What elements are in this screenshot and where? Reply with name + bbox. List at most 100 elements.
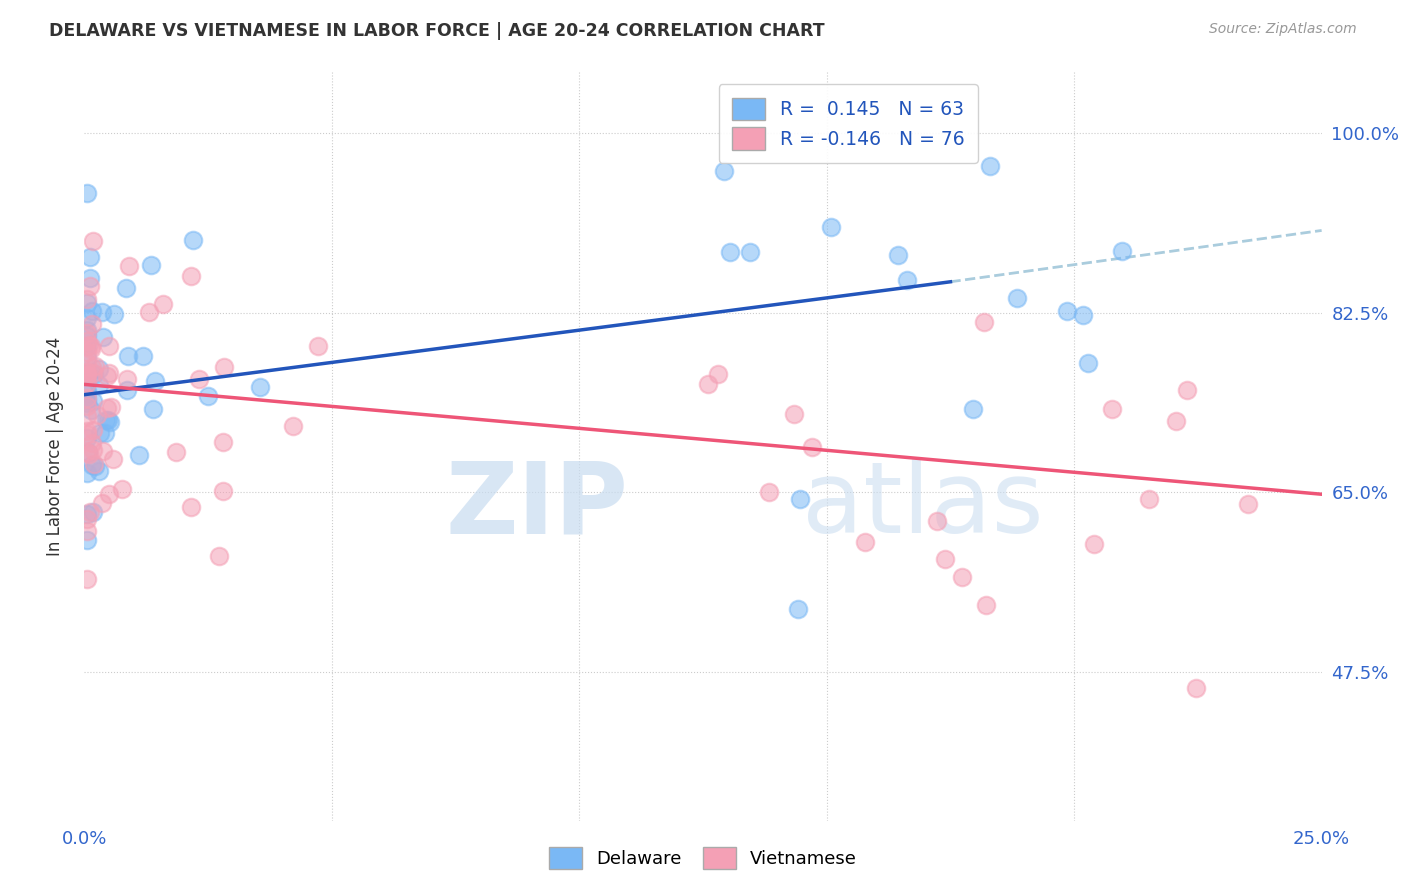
Point xyxy=(91,329,114,343)
Point xyxy=(89,426,111,441)
Point xyxy=(76,323,98,337)
Point xyxy=(962,402,984,417)
Point xyxy=(973,315,995,329)
Point xyxy=(94,425,117,440)
Point xyxy=(82,303,104,318)
Point xyxy=(79,505,101,519)
Point xyxy=(79,270,101,285)
Point xyxy=(84,458,107,473)
Point xyxy=(76,328,98,343)
Point xyxy=(1164,414,1187,428)
Point xyxy=(76,512,98,526)
Point xyxy=(283,418,305,433)
Point xyxy=(83,457,105,471)
Point xyxy=(950,570,973,584)
Point xyxy=(117,259,139,273)
Point xyxy=(76,426,98,441)
Point xyxy=(138,305,160,319)
Point xyxy=(76,507,98,521)
Point xyxy=(115,383,138,397)
Point xyxy=(76,393,98,408)
Point xyxy=(782,407,804,421)
Point xyxy=(76,399,98,413)
Point xyxy=(77,445,100,459)
Text: DELAWARE VS VIETNAMESE IN LABOR FORCE | AGE 20-24 CORRELATION CHART: DELAWARE VS VIETNAMESE IN LABOR FORCE | … xyxy=(49,22,825,40)
Point xyxy=(77,337,100,351)
Point xyxy=(181,234,204,248)
Point xyxy=(180,268,202,283)
Point xyxy=(718,245,741,260)
Point xyxy=(787,602,810,616)
Point xyxy=(82,505,104,519)
Point xyxy=(1056,303,1078,318)
Point xyxy=(76,384,98,399)
Point xyxy=(934,552,956,566)
Point xyxy=(100,415,122,429)
Point xyxy=(101,452,124,467)
Point xyxy=(1184,681,1206,695)
Point xyxy=(76,572,98,586)
Point xyxy=(139,258,162,272)
Point xyxy=(887,247,910,261)
Point xyxy=(76,385,98,400)
Point xyxy=(180,500,202,514)
Point xyxy=(80,360,103,375)
Point xyxy=(1175,383,1198,397)
Point xyxy=(76,351,98,365)
Point xyxy=(115,372,138,386)
Point xyxy=(188,371,211,385)
Point xyxy=(76,366,98,380)
Point xyxy=(1071,308,1094,322)
Point xyxy=(76,430,98,444)
Point xyxy=(96,369,118,384)
Point xyxy=(1077,356,1099,370)
Point xyxy=(896,273,918,287)
Point xyxy=(76,376,98,390)
Point xyxy=(1137,491,1160,506)
Point xyxy=(212,359,235,374)
Point xyxy=(76,396,98,410)
Point xyxy=(100,400,122,414)
Point xyxy=(76,368,98,383)
Point xyxy=(79,250,101,264)
Point xyxy=(789,492,811,507)
Point xyxy=(76,339,98,353)
Point xyxy=(1111,244,1133,259)
Point xyxy=(82,366,104,380)
Point xyxy=(82,317,104,331)
Point xyxy=(87,378,110,392)
Legend: R =  0.145   N = 63, R = -0.146   N = 76: R = 0.145 N = 63, R = -0.146 N = 76 xyxy=(718,85,979,163)
Point xyxy=(76,326,98,340)
Point xyxy=(76,445,98,459)
Point xyxy=(80,403,103,417)
Point xyxy=(1236,497,1258,511)
Point xyxy=(76,334,98,348)
Point xyxy=(117,349,139,363)
Point xyxy=(76,367,98,381)
Point xyxy=(758,485,780,500)
Point xyxy=(707,367,730,381)
Point xyxy=(80,458,103,472)
Point xyxy=(76,466,98,480)
Point xyxy=(211,483,233,498)
Point xyxy=(103,307,125,321)
Point xyxy=(128,448,150,462)
Point xyxy=(76,310,98,325)
Point xyxy=(89,362,111,376)
Point xyxy=(84,359,107,373)
Legend: Delaware, Vietnamese: Delaware, Vietnamese xyxy=(540,838,866,879)
Text: ZIP: ZIP xyxy=(446,458,628,555)
Point xyxy=(800,440,823,454)
Point xyxy=(165,445,187,459)
Point xyxy=(76,345,98,359)
Point xyxy=(79,339,101,353)
Point xyxy=(82,424,104,438)
Point xyxy=(79,279,101,293)
Point xyxy=(76,392,98,406)
Point xyxy=(82,234,104,248)
Point xyxy=(76,368,98,382)
Point xyxy=(307,339,329,353)
Point xyxy=(90,304,112,318)
Point xyxy=(96,413,118,427)
Point xyxy=(76,533,98,547)
